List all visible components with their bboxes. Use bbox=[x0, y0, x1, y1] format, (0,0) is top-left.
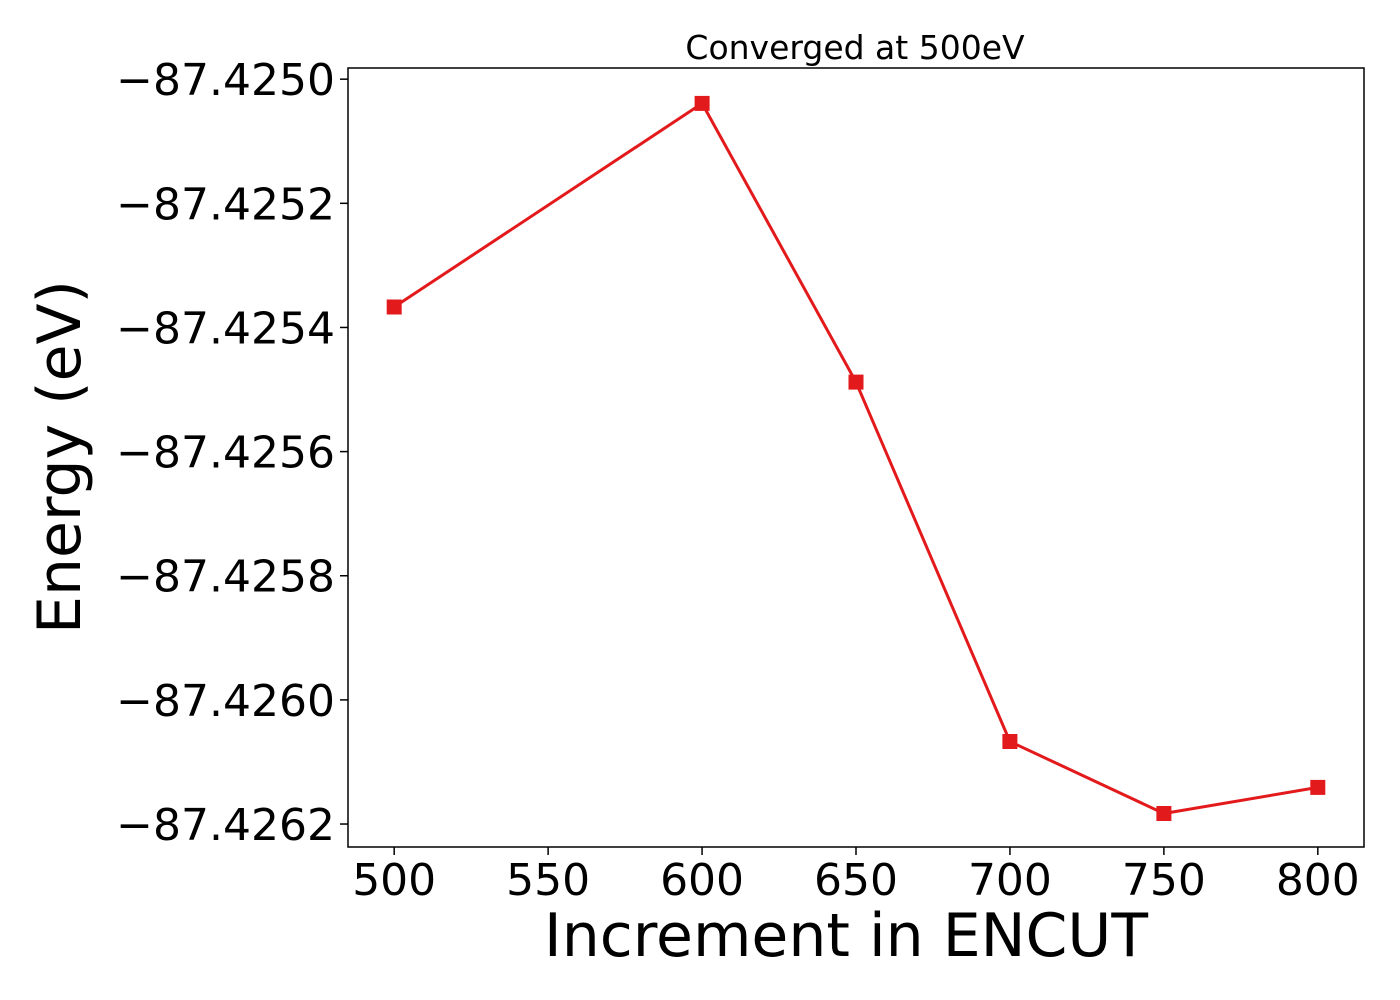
x-tick-label: 550 bbox=[506, 855, 590, 906]
x-tick-label: 600 bbox=[660, 855, 744, 906]
y-tick-label: −87.4252 bbox=[116, 179, 335, 230]
data-point-marker bbox=[1156, 806, 1172, 821]
y-tick-label: −87.4262 bbox=[116, 800, 335, 851]
x-tick-label: 700 bbox=[968, 855, 1052, 906]
x-axis-label: Increment in ENCUT bbox=[544, 901, 1148, 971]
y-tick-label: −87.4256 bbox=[116, 428, 335, 479]
x-tick-label: 650 bbox=[814, 855, 898, 906]
data-point-marker bbox=[386, 299, 402, 315]
x-tick-label: 500 bbox=[352, 855, 436, 906]
y-tick-label: −87.4250 bbox=[116, 55, 335, 106]
y-tick-label: −87.4258 bbox=[116, 552, 335, 603]
y-axis-label: Energy (eV) bbox=[25, 280, 95, 634]
data-point-marker bbox=[694, 95, 710, 111]
y-axis-ticks: −87.4250 −87.4252 −87.4254 −87.4256 −87.4258… bbox=[116, 55, 348, 851]
data-point-marker bbox=[1310, 779, 1326, 795]
data-point-marker bbox=[1002, 734, 1018, 749]
y-tick-label: −87.4254 bbox=[116, 303, 335, 354]
series-line bbox=[393, 101, 1319, 815]
plot-frame bbox=[347, 67, 1365, 848]
y-tick-label: −87.4260 bbox=[116, 676, 335, 727]
x-axis-ticks: 500 550 600 650 700 750 800 bbox=[352, 847, 1360, 906]
data-point-marker bbox=[848, 374, 864, 390]
x-tick-label: 750 bbox=[1122, 855, 1206, 906]
chart-title: Converged at 500eV bbox=[685, 28, 1025, 67]
x-tick-label: 800 bbox=[1276, 855, 1360, 906]
series-layer bbox=[386, 95, 1326, 821]
